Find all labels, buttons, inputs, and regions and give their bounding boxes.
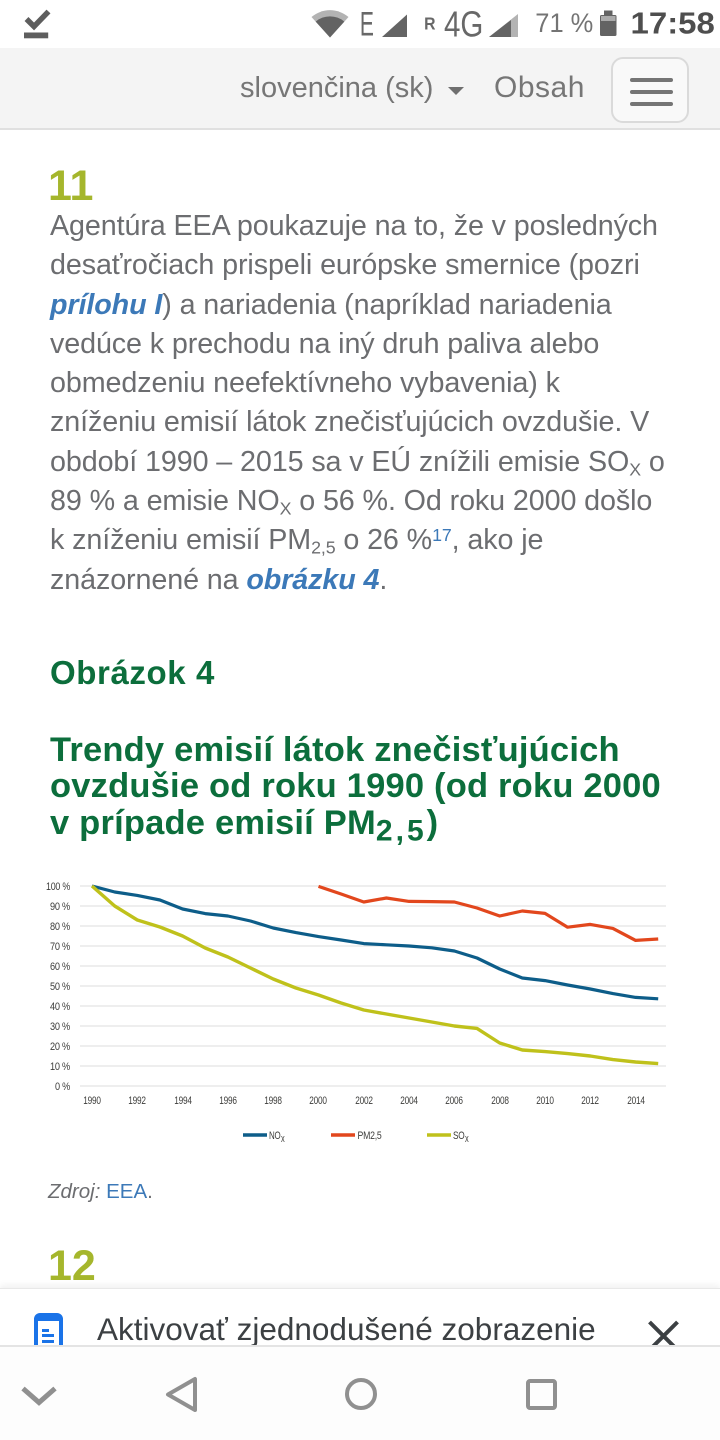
svg-text:NO: NO (269, 1130, 281, 1142)
svg-text:2000: 2000 (309, 1095, 327, 1107)
svg-text:R: R (424, 14, 435, 34)
svg-text:2004: 2004 (400, 1095, 418, 1107)
svg-text:30 %: 30 % (50, 1021, 70, 1033)
svg-text:1990: 1990 (83, 1095, 101, 1107)
svg-text:1992: 1992 (128, 1095, 146, 1107)
svg-text:100 %: 100 % (46, 881, 70, 893)
svg-text:2002: 2002 (355, 1095, 373, 1107)
svg-text:1996: 1996 (219, 1095, 237, 1107)
svg-text:0 %: 0 % (55, 1081, 70, 1093)
svg-text:x: x (281, 1133, 285, 1145)
svg-text:2014: 2014 (627, 1095, 645, 1107)
svg-text:PM2,5: PM2,5 (358, 1130, 382, 1142)
svg-text:10 %: 10 % (50, 1061, 70, 1073)
svg-text:20 %: 20 % (50, 1041, 70, 1053)
svg-text:4G: 4G (444, 4, 483, 44)
svg-text:x: x (465, 1133, 469, 1145)
svg-text:71 %: 71 % (535, 7, 593, 38)
svg-text:80 %: 80 % (50, 921, 70, 933)
svg-text:50 %: 50 % (50, 981, 70, 993)
svg-text:2008: 2008 (491, 1095, 509, 1107)
svg-text:1994: 1994 (174, 1095, 192, 1107)
svg-text:SO: SO (453, 1130, 465, 1142)
svg-text:90 %: 90 % (50, 901, 70, 913)
svg-text:60 %: 60 % (50, 961, 70, 973)
svg-text:70 %: 70 % (50, 941, 70, 953)
svg-text:1998: 1998 (264, 1095, 282, 1107)
svg-text:2012: 2012 (581, 1095, 599, 1107)
svg-text:17:58: 17:58 (631, 5, 715, 40)
svg-text:40 %: 40 % (50, 1001, 70, 1013)
svg-text:2010: 2010 (536, 1095, 554, 1107)
svg-text:E: E (360, 5, 374, 44)
svg-text:2006: 2006 (445, 1095, 463, 1107)
